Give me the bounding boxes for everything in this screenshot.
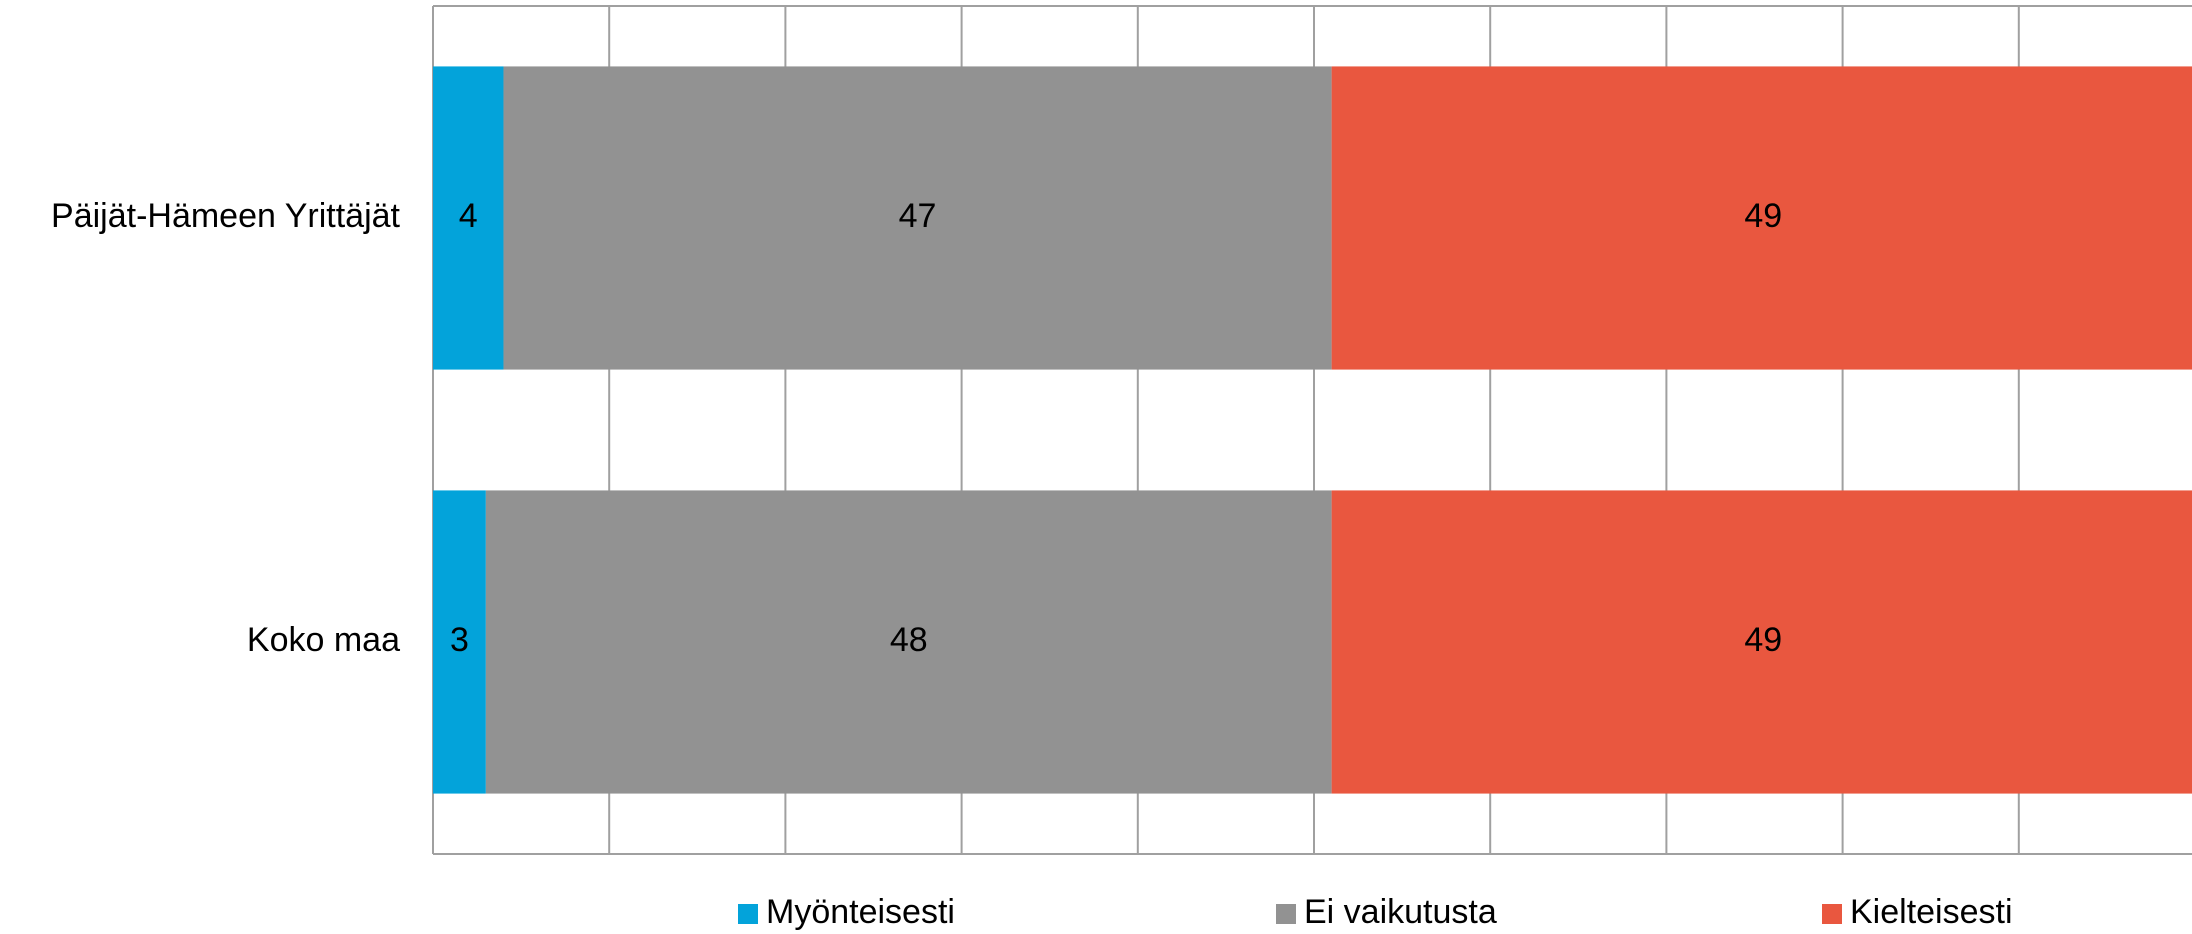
legend-swatch xyxy=(1822,904,1842,924)
category-label: Päijät-Hämeen Yrittäjät xyxy=(51,197,401,235)
data-label: 3 xyxy=(450,621,469,659)
bar-segment xyxy=(485,490,1332,794)
data-label: 47 xyxy=(899,197,937,235)
legend-label: Myönteisesti xyxy=(766,893,955,931)
bar-segment xyxy=(1331,66,2192,370)
bar-segment xyxy=(433,490,486,794)
legend-swatch xyxy=(1276,904,1296,924)
category-label: Koko maa xyxy=(247,621,400,659)
data-label: 49 xyxy=(1744,621,1782,659)
bar-segment xyxy=(433,66,504,370)
bar-segment xyxy=(1331,490,2192,794)
data-label: 4 xyxy=(459,197,478,235)
data-label: 48 xyxy=(890,621,928,659)
data-label: 49 xyxy=(1744,197,1782,235)
legend-label: Kielteisesti xyxy=(1850,893,2013,931)
legend-label: Ei vaikutusta xyxy=(1304,893,1497,931)
bar-segment xyxy=(503,66,1332,370)
legend-swatch xyxy=(738,904,758,924)
